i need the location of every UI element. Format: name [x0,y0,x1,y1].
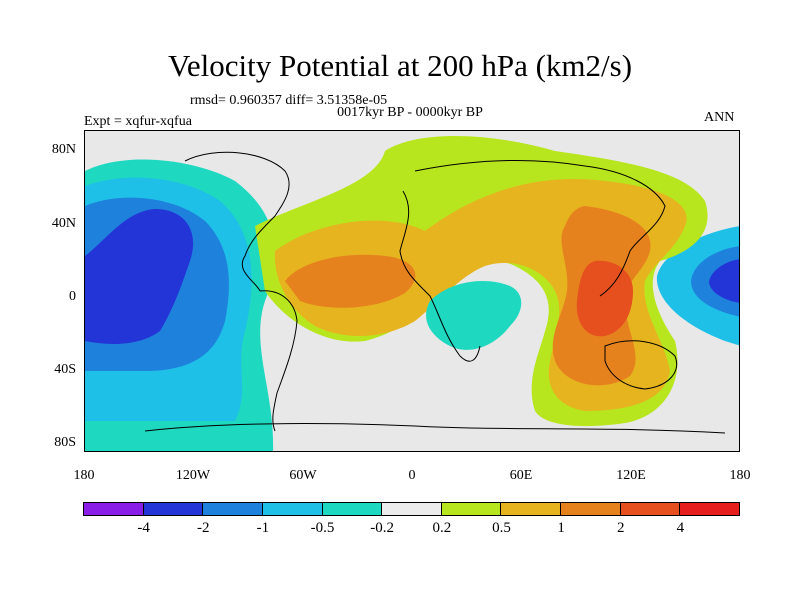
colorbar-cell [619,502,681,516]
colorbar-label: -2 [197,520,210,536]
map-frame [84,130,740,452]
coast-north-america [184,151,290,292]
colorbar-label: -1 [256,520,270,536]
coastlines [144,151,726,434]
colorbar-label: -0.5 [310,520,335,536]
colorbar-label: 2 [616,520,625,536]
lon-tick-60w: 60W [289,468,317,483]
colorbar-label: 0.5 [492,520,511,536]
colorbar-cell [679,502,741,516]
colorbar-label: 0.2 [432,520,452,536]
colorbar [83,502,741,516]
contour-orange-atlantic [285,254,416,308]
lat-tick-80s: 80S [54,435,76,450]
lon-tick-120e: 120E [616,468,646,483]
colorbar-cell [381,502,442,516]
colorbar-label: 1 [557,520,565,536]
colorbar-cell [560,502,621,516]
colorbar-cell [321,502,383,516]
lat-tick-40n: 40N [51,216,76,231]
season-label: ANN [704,110,735,125]
lat-tick-40s: 40S [54,362,76,377]
lat-tick-0: 0 [69,289,76,304]
lon-tick-180w: 180 [73,468,95,483]
map-title: Velocity Potential at 200 hPa (km2/s) [167,48,633,83]
experiment-label: Expt = xqfur-xqfua [84,114,192,129]
colorbar-cell [440,502,502,516]
contour-darkblue-west [85,209,194,344]
contour-teal-africa [426,281,522,350]
lon-tick-120w: 120W [175,468,211,483]
lon-tick-60e: 60E [509,468,533,483]
lat-tick-80n: 80N [51,142,76,157]
period-subtitle: 0017kyr BP - 0000kyr BP [337,105,483,120]
contour-darkblue-east [709,259,739,303]
lon-tick-180e: 180 [729,468,751,483]
stats-line: rmsd= 0.960357 diff= 3.51358e-05 [190,93,388,108]
coast-australia [604,340,677,390]
coast-asia [414,160,666,297]
colorbar-label: -4 [137,520,150,536]
colorbar-cell [261,502,323,516]
colorbar-cell [500,502,562,516]
lon-tick-0: 0 [408,468,416,483]
coast-antarctica [144,423,726,434]
colorbar-label: 4 [676,520,685,536]
velocity-potential-map [85,131,739,451]
contour-redorange-core [576,260,633,337]
coast-south-america [259,290,298,432]
colorbar-cell [83,502,144,516]
colorbar-cell [202,502,263,516]
colorbar-cell [142,502,204,516]
colorbar-label: -0.2 [370,520,395,536]
coast-europe-africa [399,190,481,362]
